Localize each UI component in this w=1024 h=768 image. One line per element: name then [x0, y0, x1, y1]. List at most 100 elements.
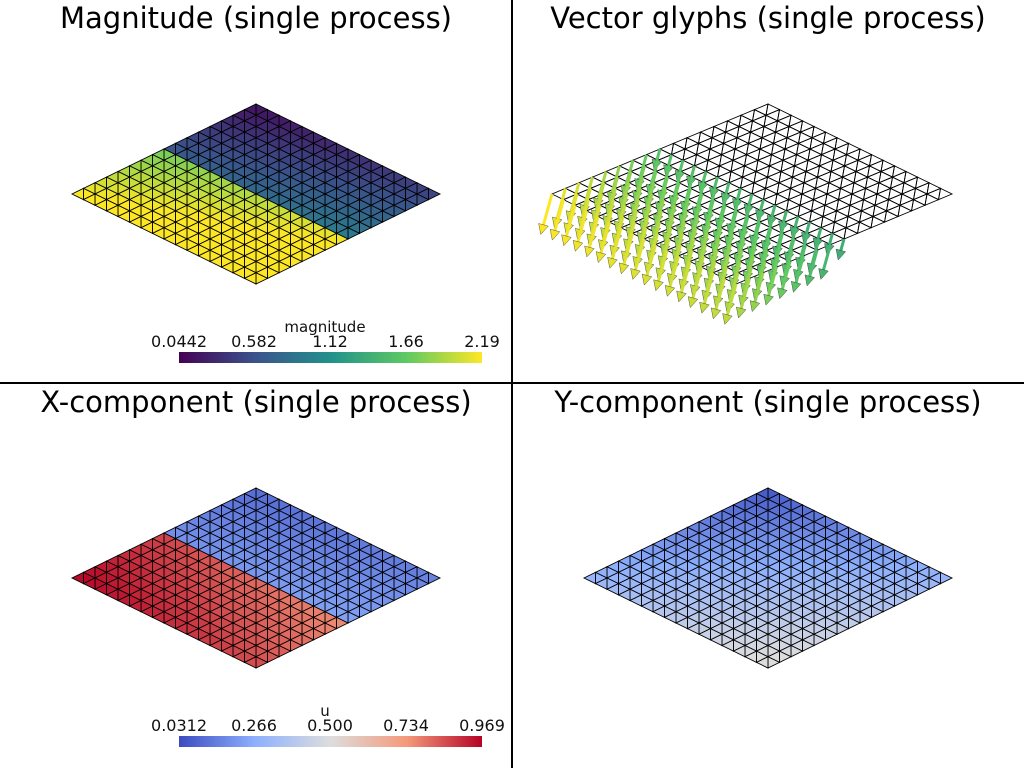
- mesh-cell: [768, 159, 784, 173]
- vector-glyph-head: [538, 223, 549, 235]
- mesh-cell: [174, 238, 188, 251]
- mesh-cell: [787, 193, 803, 206]
- mesh-cell: [760, 131, 777, 145]
- vector-glyph-head: [630, 268, 641, 280]
- mesh-cell: [785, 204, 801, 218]
- mesh-cell: [151, 227, 165, 240]
- magnitude-mesh: [70, 103, 442, 285]
- vector-glyph-head: [763, 293, 774, 306]
- vector-glyph-head: [584, 245, 595, 258]
- mesh-cell: [208, 255, 222, 268]
- mesh-cell: [185, 243, 199, 257]
- mesh-cell: [231, 266, 245, 280]
- mesh-cell: [735, 131, 752, 145]
- mesh-cell: [197, 249, 211, 263]
- mesh-cell: [766, 170, 782, 184]
- mesh-cell: [791, 170, 807, 184]
- mesh-cell: [708, 142, 725, 156]
- mesh-cell: [743, 650, 757, 664]
- vector-glyph-head: [664, 285, 676, 297]
- mesh-cell: [582, 571, 596, 585]
- mesh-cell: [804, 165, 821, 178]
- mesh-cell: [716, 170, 732, 184]
- mesh-cell: [821, 210, 838, 223]
- mesh-cell: [774, 125, 790, 139]
- mesh-cell: [712, 120, 729, 133]
- mesh-cell: [640, 599, 654, 613]
- mesh-cell: [796, 210, 813, 223]
- mesh-cell: [720, 639, 734, 652]
- mesh-cell: [831, 227, 847, 240]
- mesh-cell: [663, 611, 677, 624]
- panel-vector-glyphs: Vector glyphs (single process): [512, 0, 1024, 384]
- mesh-cell: [82, 577, 96, 590]
- mesh-cell: [605, 582, 619, 596]
- mesh-cell: [594, 577, 608, 590]
- mesh-cell: [220, 644, 234, 658]
- colorbar-tick-label: 0.500: [307, 716, 353, 735]
- mesh-cell: [704, 165, 721, 178]
- mesh-cell: [887, 193, 903, 206]
- mesh-cell: [862, 193, 878, 206]
- mesh-cell: [846, 210, 863, 223]
- mesh-cell: [877, 176, 894, 190]
- mesh-cell: [718, 159, 734, 173]
- mesh-cell: [672, 137, 688, 150]
- mesh-cell: [749, 125, 765, 139]
- mesh-cell: [806, 153, 823, 167]
- mesh-cell: [693, 159, 709, 173]
- mesh-cell: [864, 182, 880, 195]
- magnitude-colorbar: magnitude 0.0442 0.582 1.12 1.66 2.19: [150, 318, 500, 368]
- mesh-cell: [747, 137, 763, 150]
- panel-title: Vector glyphs (single process): [550, 1, 986, 35]
- mesh-cell: [428, 571, 442, 585]
- mesh-cell: [875, 187, 892, 201]
- mesh-cell: [885, 204, 901, 218]
- mesh-cell: [856, 153, 873, 167]
- x-component-mesh: [70, 487, 442, 669]
- mesh-cell: [428, 187, 442, 201]
- panel-title: X-component (single process): [40, 385, 472, 419]
- vector-glyph-head: [818, 268, 829, 280]
- mesh-cell: [197, 633, 211, 647]
- vector-glyph-head: [618, 262, 630, 275]
- mesh-cell: [752, 176, 769, 190]
- mesh-cell: [732, 644, 746, 658]
- mesh-cell: [162, 616, 176, 630]
- vector-glyph-head: [641, 273, 653, 286]
- mesh-cell: [116, 210, 130, 223]
- mesh-cell: [837, 193, 853, 206]
- mesh-cell: [787, 120, 804, 133]
- mesh-cell: [753, 103, 769, 116]
- mesh-cell: [825, 187, 842, 201]
- mesh-cell: [858, 215, 874, 229]
- vector-glyph-head: [804, 274, 815, 287]
- mesh-cell: [658, 142, 675, 156]
- mesh-cell: [105, 588, 119, 602]
- mesh-cell: [873, 198, 890, 212]
- colorbar-tick-label: 0.266: [231, 716, 277, 735]
- mesh-cell: [726, 114, 742, 128]
- mesh-cell: [174, 622, 188, 635]
- mesh-cell: [868, 159, 884, 173]
- mesh-cell: [822, 137, 838, 150]
- mesh-cell: [93, 582, 107, 596]
- mesh-cell: [754, 165, 771, 178]
- mesh-cell: [764, 108, 781, 122]
- vector-glyph-head: [607, 256, 618, 269]
- vector-glyph-head: [777, 287, 788, 300]
- mesh-cell: [823, 198, 840, 212]
- mesh-cell: [793, 159, 809, 173]
- mesh-cell: [912, 193, 928, 206]
- mesh-cell: [777, 176, 794, 190]
- mesh-cell: [674, 616, 688, 630]
- mesh-cell: [762, 193, 778, 206]
- mesh-cell: [651, 605, 665, 619]
- mesh-cell: [925, 187, 942, 201]
- mesh-cell: [724, 125, 740, 139]
- mesh-cell: [850, 187, 867, 201]
- mesh-cell: [720, 148, 736, 161]
- colorbar-tick-label: 1.12: [312, 332, 348, 351]
- mesh-cell: [617, 588, 631, 602]
- mesh-cell: [756, 153, 773, 167]
